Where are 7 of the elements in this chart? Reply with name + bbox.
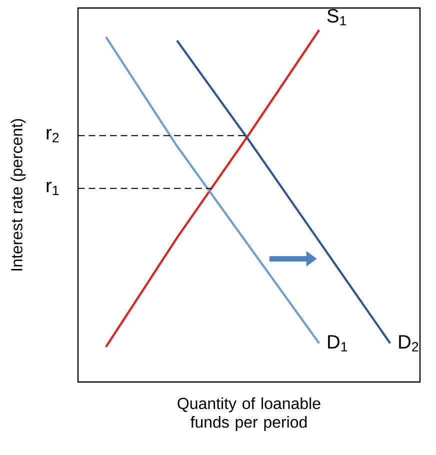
ref-line-label: r$_{2}$ <box>46 129 59 142</box>
ref-line-label: r$_{1}$ <box>46 182 59 196</box>
y-axis-title: Interest rate (percent) <box>10 119 26 270</box>
series-label: D$_{2}$ <box>399 335 418 352</box>
series-label: S$_{1}$ <box>327 9 346 26</box>
x-axis-title: Quantity of loanable funds per period <box>178 397 320 431</box>
series-label: D$_{1}$ <box>328 335 348 352</box>
